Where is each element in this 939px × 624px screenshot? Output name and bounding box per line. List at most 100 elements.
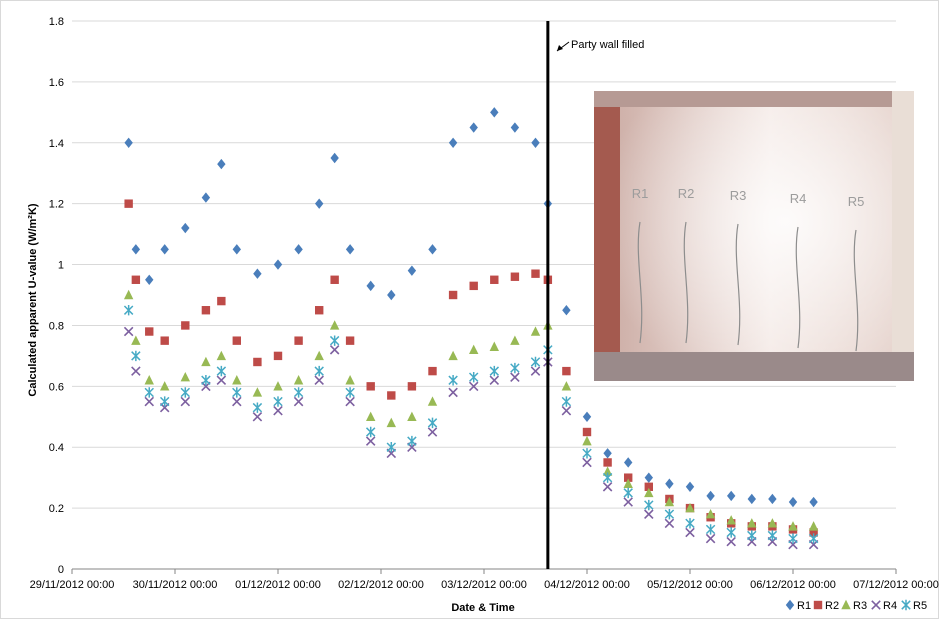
data-point (181, 321, 190, 330)
y-tick-label: 1.6 (49, 77, 64, 89)
data-point (602, 466, 613, 476)
photo-sensor-cable (735, 223, 741, 346)
data-point (123, 305, 134, 316)
data-point (602, 472, 613, 483)
data-point (232, 336, 241, 345)
y-tick-label: 1.8 (49, 16, 64, 28)
data-point (131, 244, 141, 255)
legend-marker-r3 (841, 599, 851, 610)
data-point (123, 289, 134, 300)
data-point (345, 244, 355, 255)
legend-label-r1: R1 (797, 600, 811, 612)
data-point (314, 365, 324, 377)
data-point (582, 435, 592, 446)
data-point (788, 521, 798, 531)
legend-marker-r5 (901, 599, 911, 611)
x-axis-title: Date & Time (451, 602, 514, 614)
data-point (201, 375, 211, 386)
photo-floor (594, 352, 914, 381)
data-point (314, 350, 324, 361)
data-point (180, 396, 191, 407)
x-tick-label: 30/11/2012 00:00 (133, 579, 218, 591)
data-point (531, 269, 540, 278)
data-point (644, 487, 654, 498)
data-point (685, 527, 695, 538)
data-point (664, 496, 675, 507)
data-point (727, 490, 736, 502)
data-point (427, 396, 438, 406)
data-point (726, 527, 736, 538)
legend-marker-r1 (785, 599, 795, 611)
data-point (386, 442, 397, 453)
legend-marker-r2 (813, 600, 823, 610)
data-point (131, 275, 141, 284)
data-point (448, 387, 458, 398)
data-point (201, 356, 211, 367)
data-point (387, 391, 396, 400)
data-point (144, 396, 155, 407)
y-tick-label: 0.6 (49, 381, 64, 393)
data-point (768, 493, 777, 505)
data-point (387, 289, 396, 301)
data-point (124, 137, 133, 148)
data-point (808, 521, 819, 531)
legend-label-r2: R2 (825, 600, 839, 612)
data-point (510, 362, 520, 374)
data-point (427, 427, 438, 437)
x-tick-label: 06/12/2012 00:00 (750, 579, 836, 591)
data-point (123, 326, 134, 337)
data-point (293, 396, 304, 407)
series-r1 (124, 107, 818, 508)
data-point (726, 515, 736, 525)
data-point (448, 290, 458, 300)
data-point (329, 335, 340, 346)
data-point (468, 381, 479, 392)
data-point (273, 381, 283, 391)
data-point (603, 448, 612, 459)
data-point (345, 396, 355, 407)
legend-label-r4: R4 (883, 600, 897, 612)
data-point (788, 496, 798, 508)
x-tick-label: 05/12/2012 00:00 (647, 579, 733, 591)
data-point (644, 472, 653, 483)
data-point (294, 336, 303, 345)
data-point (624, 473, 633, 482)
data-point (562, 305, 571, 316)
data-point (329, 345, 340, 355)
data-point (131, 335, 141, 345)
data-point (562, 366, 571, 376)
legend-label-r3: R3 (853, 600, 867, 612)
data-point (345, 336, 355, 345)
data-point (216, 350, 227, 361)
photo-sensor-label: R2 (678, 186, 695, 201)
data-point (747, 530, 757, 541)
photo-door-frame (892, 91, 914, 381)
y-tick-label: 1 (58, 260, 64, 272)
data-point (216, 365, 227, 377)
data-point (788, 533, 798, 544)
data-point (365, 426, 376, 438)
x-tick-label: 02/12/2012 00:00 (338, 579, 424, 591)
legend: R1 R2 R3 R4 R5 (785, 599, 927, 612)
data-point (124, 199, 133, 208)
x-tick-label: 03/12/2012 00:00 (441, 579, 527, 591)
photo-sensor-label: R4 (790, 191, 807, 206)
data-point (685, 518, 695, 529)
data-point (330, 275, 339, 284)
data-point (489, 375, 500, 386)
data-point (366, 411, 376, 421)
data-point (510, 272, 520, 281)
photo-glow (594, 91, 914, 381)
data-point (665, 478, 674, 489)
data-point (428, 244, 437, 255)
data-point (664, 518, 675, 529)
data-point (273, 405, 283, 416)
data-point (345, 375, 355, 385)
data-point (144, 375, 154, 385)
y-tick-label: 0.4 (49, 442, 64, 454)
data-point (315, 198, 324, 209)
data-point (407, 382, 417, 391)
data-point (273, 351, 283, 361)
data-point (366, 382, 375, 391)
